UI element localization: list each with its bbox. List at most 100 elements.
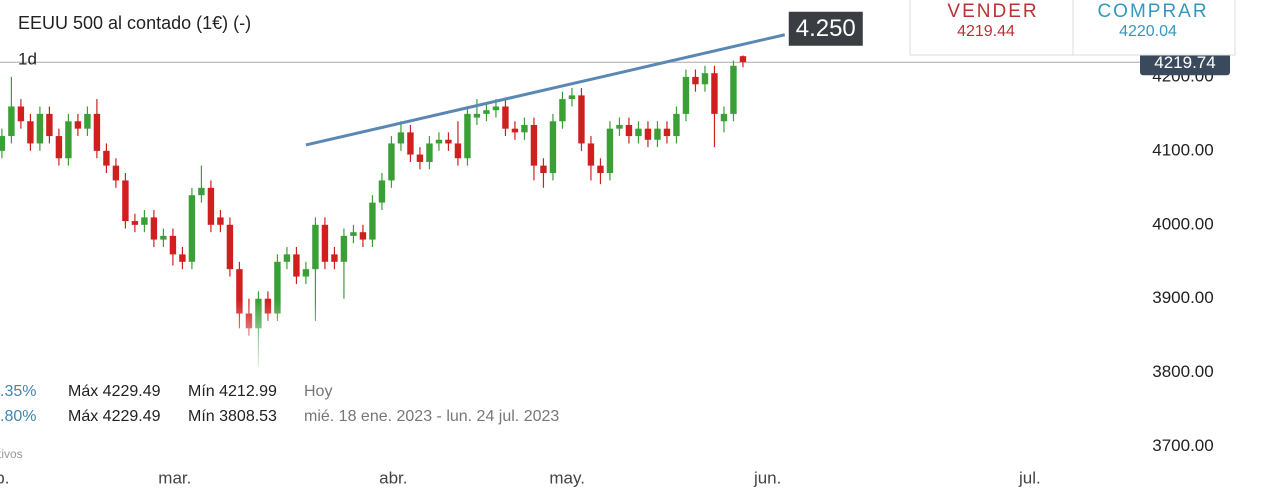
candle-body — [93, 113, 101, 151]
candle-body — [578, 95, 585, 144]
candle-body — [198, 187, 205, 196]
sell-label[interactable]: VENDER — [947, 1, 1038, 22]
price-tag — [1140, 49, 1230, 76]
candle-body — [131, 221, 139, 225]
candle-body — [701, 73, 709, 85]
candle-body — [207, 187, 215, 225]
candle-body — [644, 128, 652, 140]
candle-body — [559, 99, 566, 122]
candle-body — [540, 165, 547, 174]
candle-body — [606, 128, 614, 174]
x-tick-label: mar. — [158, 468, 191, 487]
candle-body — [378, 180, 386, 203]
candle-body — [103, 150, 110, 166]
stats-cell: Máx 4229.49 — [68, 408, 161, 425]
candle-body — [635, 128, 642, 137]
stats-cell: Mín 4212.99 — [188, 383, 277, 400]
candle-body — [369, 202, 376, 240]
candle-body — [312, 224, 319, 270]
stats-cell: mié. 18 ene. 2023 - lun. 24 jul. 2023 — [304, 408, 559, 425]
candle-body — [0, 136, 6, 151]
candle-body — [169, 235, 177, 255]
x-tick-label: abr. — [379, 468, 407, 487]
candle-body — [739, 56, 747, 63]
x-tick-label: jul. — [1018, 468, 1041, 487]
candle-body — [530, 124, 538, 166]
candle-body — [274, 261, 281, 314]
candle-body — [711, 73, 718, 114]
candle-body — [464, 113, 471, 159]
stats-cell: .80% — [0, 408, 36, 425]
buy-label[interactable]: COMPRAR — [1097, 1, 1208, 22]
candle-body — [416, 154, 424, 162]
candle-body — [65, 121, 72, 159]
candle-body — [587, 143, 595, 166]
candle-body — [150, 217, 158, 240]
footnote: tivos — [0, 447, 23, 461]
candle-body — [502, 106, 509, 129]
candle-body — [340, 235, 348, 262]
x-tick-label: jun. — [753, 468, 781, 487]
buy-price[interactable]: 4220.04 — [1119, 23, 1177, 40]
candle-body — [283, 254, 291, 262]
candle-body — [160, 235, 167, 240]
candle-body — [673, 113, 680, 137]
candle-body — [350, 232, 357, 236]
candle-body — [397, 132, 405, 144]
y-tick-label: 3800.00 — [1152, 362, 1213, 381]
stats-cell: Mín 3808.53 — [188, 408, 277, 425]
x-tick-label: feb. — [0, 468, 9, 487]
stats-cell: Hoy — [304, 383, 332, 400]
candle-body — [17, 106, 25, 122]
candle-body — [454, 143, 462, 159]
candle-body — [511, 128, 519, 133]
interval[interactable]: 1d — [18, 49, 37, 68]
x-tick-label: may. — [549, 468, 585, 487]
candle-body — [483, 110, 490, 114]
candle-body — [321, 224, 329, 262]
candle-body — [55, 136, 63, 159]
candle-body — [492, 106, 500, 111]
plot-area — [0, 33, 1145, 448]
candle-body — [179, 254, 186, 262]
candle-body — [730, 65, 737, 114]
y-tick-label: 3700.00 — [1152, 436, 1213, 455]
candle-body — [74, 121, 82, 129]
sell-price[interactable]: 4219.44 — [957, 23, 1015, 40]
candle-body — [302, 269, 310, 277]
trend-line — [305, 33, 786, 147]
candle-body — [692, 76, 699, 85]
candle-body — [112, 165, 120, 181]
candle-body — [426, 143, 433, 162]
stats-cell: Máx 4229.49 — [68, 383, 161, 400]
candle-body — [597, 165, 604, 174]
candle-body — [359, 232, 367, 240]
candle-body — [388, 143, 395, 181]
candle-body — [27, 121, 34, 144]
candle-body — [122, 180, 129, 222]
y-tick-label: 3900.00 — [1152, 288, 1213, 307]
stats-cell: .35% — [0, 383, 36, 400]
candle-body — [236, 269, 243, 314]
candle-body — [549, 121, 557, 174]
trend-label: 4.250 — [796, 15, 856, 42]
price-tag-label: 4219.74 — [1154, 53, 1215, 72]
instrument-title: EEUU 500 al contado (1€) (-) — [18, 13, 251, 33]
candle-body — [682, 76, 690, 114]
candle-body — [407, 132, 414, 155]
candle-body — [226, 224, 234, 270]
candle-body — [625, 124, 633, 137]
candle-body — [435, 139, 443, 144]
candle-body — [663, 128, 671, 137]
candle-body — [188, 195, 196, 262]
trend-label-box — [788, 11, 863, 46]
candle-body — [8, 106, 15, 137]
candle-body — [616, 124, 623, 129]
overlay: 3700.003800.003900.004000.004100.004200.… — [0, 11, 1230, 491]
candle-body — [473, 113, 481, 118]
candle-body — [84, 113, 91, 129]
candle-body — [141, 217, 148, 225]
candle-body — [445, 139, 452, 144]
candle-body — [720, 113, 728, 122]
